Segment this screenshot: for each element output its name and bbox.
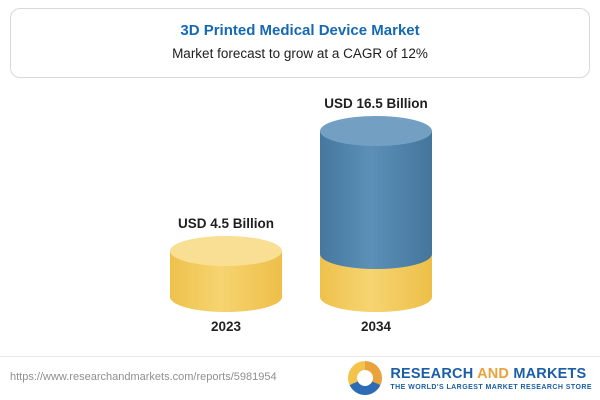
value-label-2023: USD 4.5 Billion (177, 216, 275, 231)
value-label-2034: USD 16.5 Billion (324, 96, 428, 111)
logo-wordmark: RESEARCH AND MARKETS (390, 366, 592, 382)
logo-word-and: AND (477, 365, 510, 382)
logo-text: RESEARCH AND MARKETS THE WORLD'S LARGEST… (390, 366, 592, 391)
source-url: https://www.researchandmarkets.com/repor… (10, 371, 277, 383)
header-card: 3D Printed Medical Device Market Market … (10, 8, 590, 78)
chart-subtitle: Market forecast to grow at a CAGR of 12% (172, 46, 428, 61)
category-label-2023: 2023 (210, 319, 242, 334)
chart-title: 3D Printed Medical Device Market (180, 22, 420, 39)
bar-2023-top-ellipse (170, 236, 282, 266)
research-and-markets-logo: RESEARCH AND MARKETS THE WORLD'S LARGEST… (348, 361, 592, 395)
logo-mark-icon (348, 361, 383, 395)
category-label-2034: 2034 (360, 319, 392, 334)
logo-word-markets: MARKETS (513, 365, 587, 382)
bar-2034-top-ellipse (320, 116, 432, 146)
logo-tagline: THE WORLD'S LARGEST MARKET RESEARCH STOR… (390, 383, 592, 391)
bar-2034-blue-segment (320, 131, 432, 269)
footer: https://www.researchandmarkets.com/repor… (0, 356, 600, 400)
logo-word-research: RESEARCH (390, 365, 474, 382)
